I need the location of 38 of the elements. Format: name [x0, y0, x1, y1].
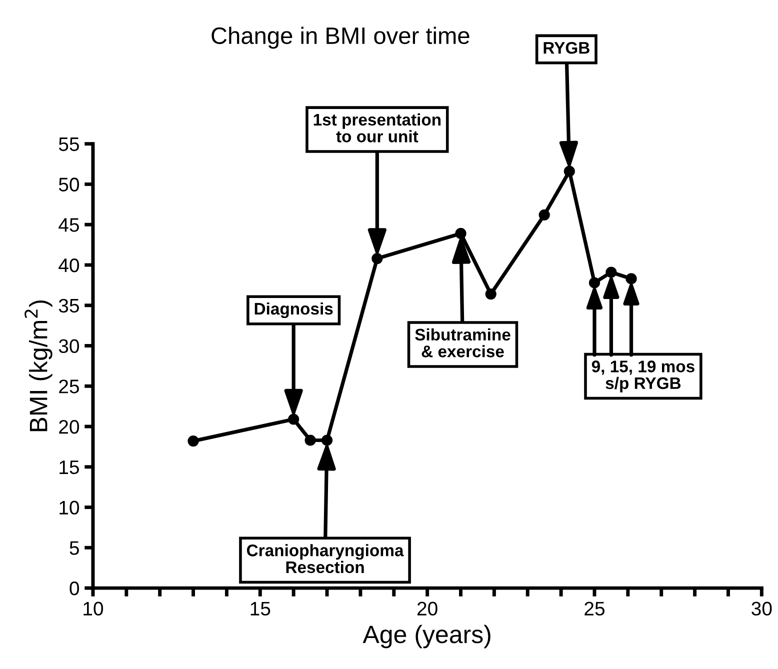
x-tick-label: 15	[250, 602, 270, 616]
point	[321, 434, 333, 446]
point	[564, 166, 575, 177]
annotation: RYGB	[544, 42, 590, 54]
y-tick-label: 35	[58, 298, 79, 313]
y-tick-label: 45	[58, 218, 79, 232]
y-tick-label: 5	[70, 541, 79, 555]
chart-title: Change in BMI over time	[212, 26, 470, 49]
point	[188, 436, 199, 447]
annotation: Craniopharyngioma Resection	[246, 544, 404, 574]
x-tick-label: 20	[417, 602, 438, 616]
x-tick-label: 30	[752, 602, 772, 616]
point	[304, 434, 316, 446]
point	[626, 273, 637, 284]
point	[372, 252, 383, 264]
y-tick-label: 0	[70, 582, 80, 596]
point	[606, 266, 617, 278]
x-tick-label: 25	[584, 602, 604, 616]
y-tick-label: 20	[59, 420, 80, 434]
annotation: Diagnosis	[254, 302, 333, 318]
y-tick-label: 15	[60, 460, 79, 474]
y-tick-label: 50	[58, 178, 80, 192]
y-tick-label: 10	[60, 500, 80, 515]
annotation: 9, 15, 19 mos s/p RYGB	[592, 360, 694, 392]
x-tick-label: 10	[84, 602, 104, 616]
point	[588, 277, 600, 288]
point	[485, 288, 496, 300]
y-tick-label: 25	[59, 380, 79, 394]
annotation: Sibutramine & exercise	[415, 328, 510, 358]
point	[455, 228, 466, 240]
y-axis-title: BMI (kg/m$^{2}$)	[24, 300, 52, 432]
point	[288, 414, 300, 425]
x-axis-title: Age (years)	[362, 624, 490, 648]
y-tick-label: 40	[58, 258, 80, 272]
annotation: 1st presentation to our unit	[314, 113, 441, 142]
y-tick-label: 30	[58, 339, 80, 353]
y-tick-label: 55	[58, 138, 79, 152]
point	[538, 209, 550, 220]
